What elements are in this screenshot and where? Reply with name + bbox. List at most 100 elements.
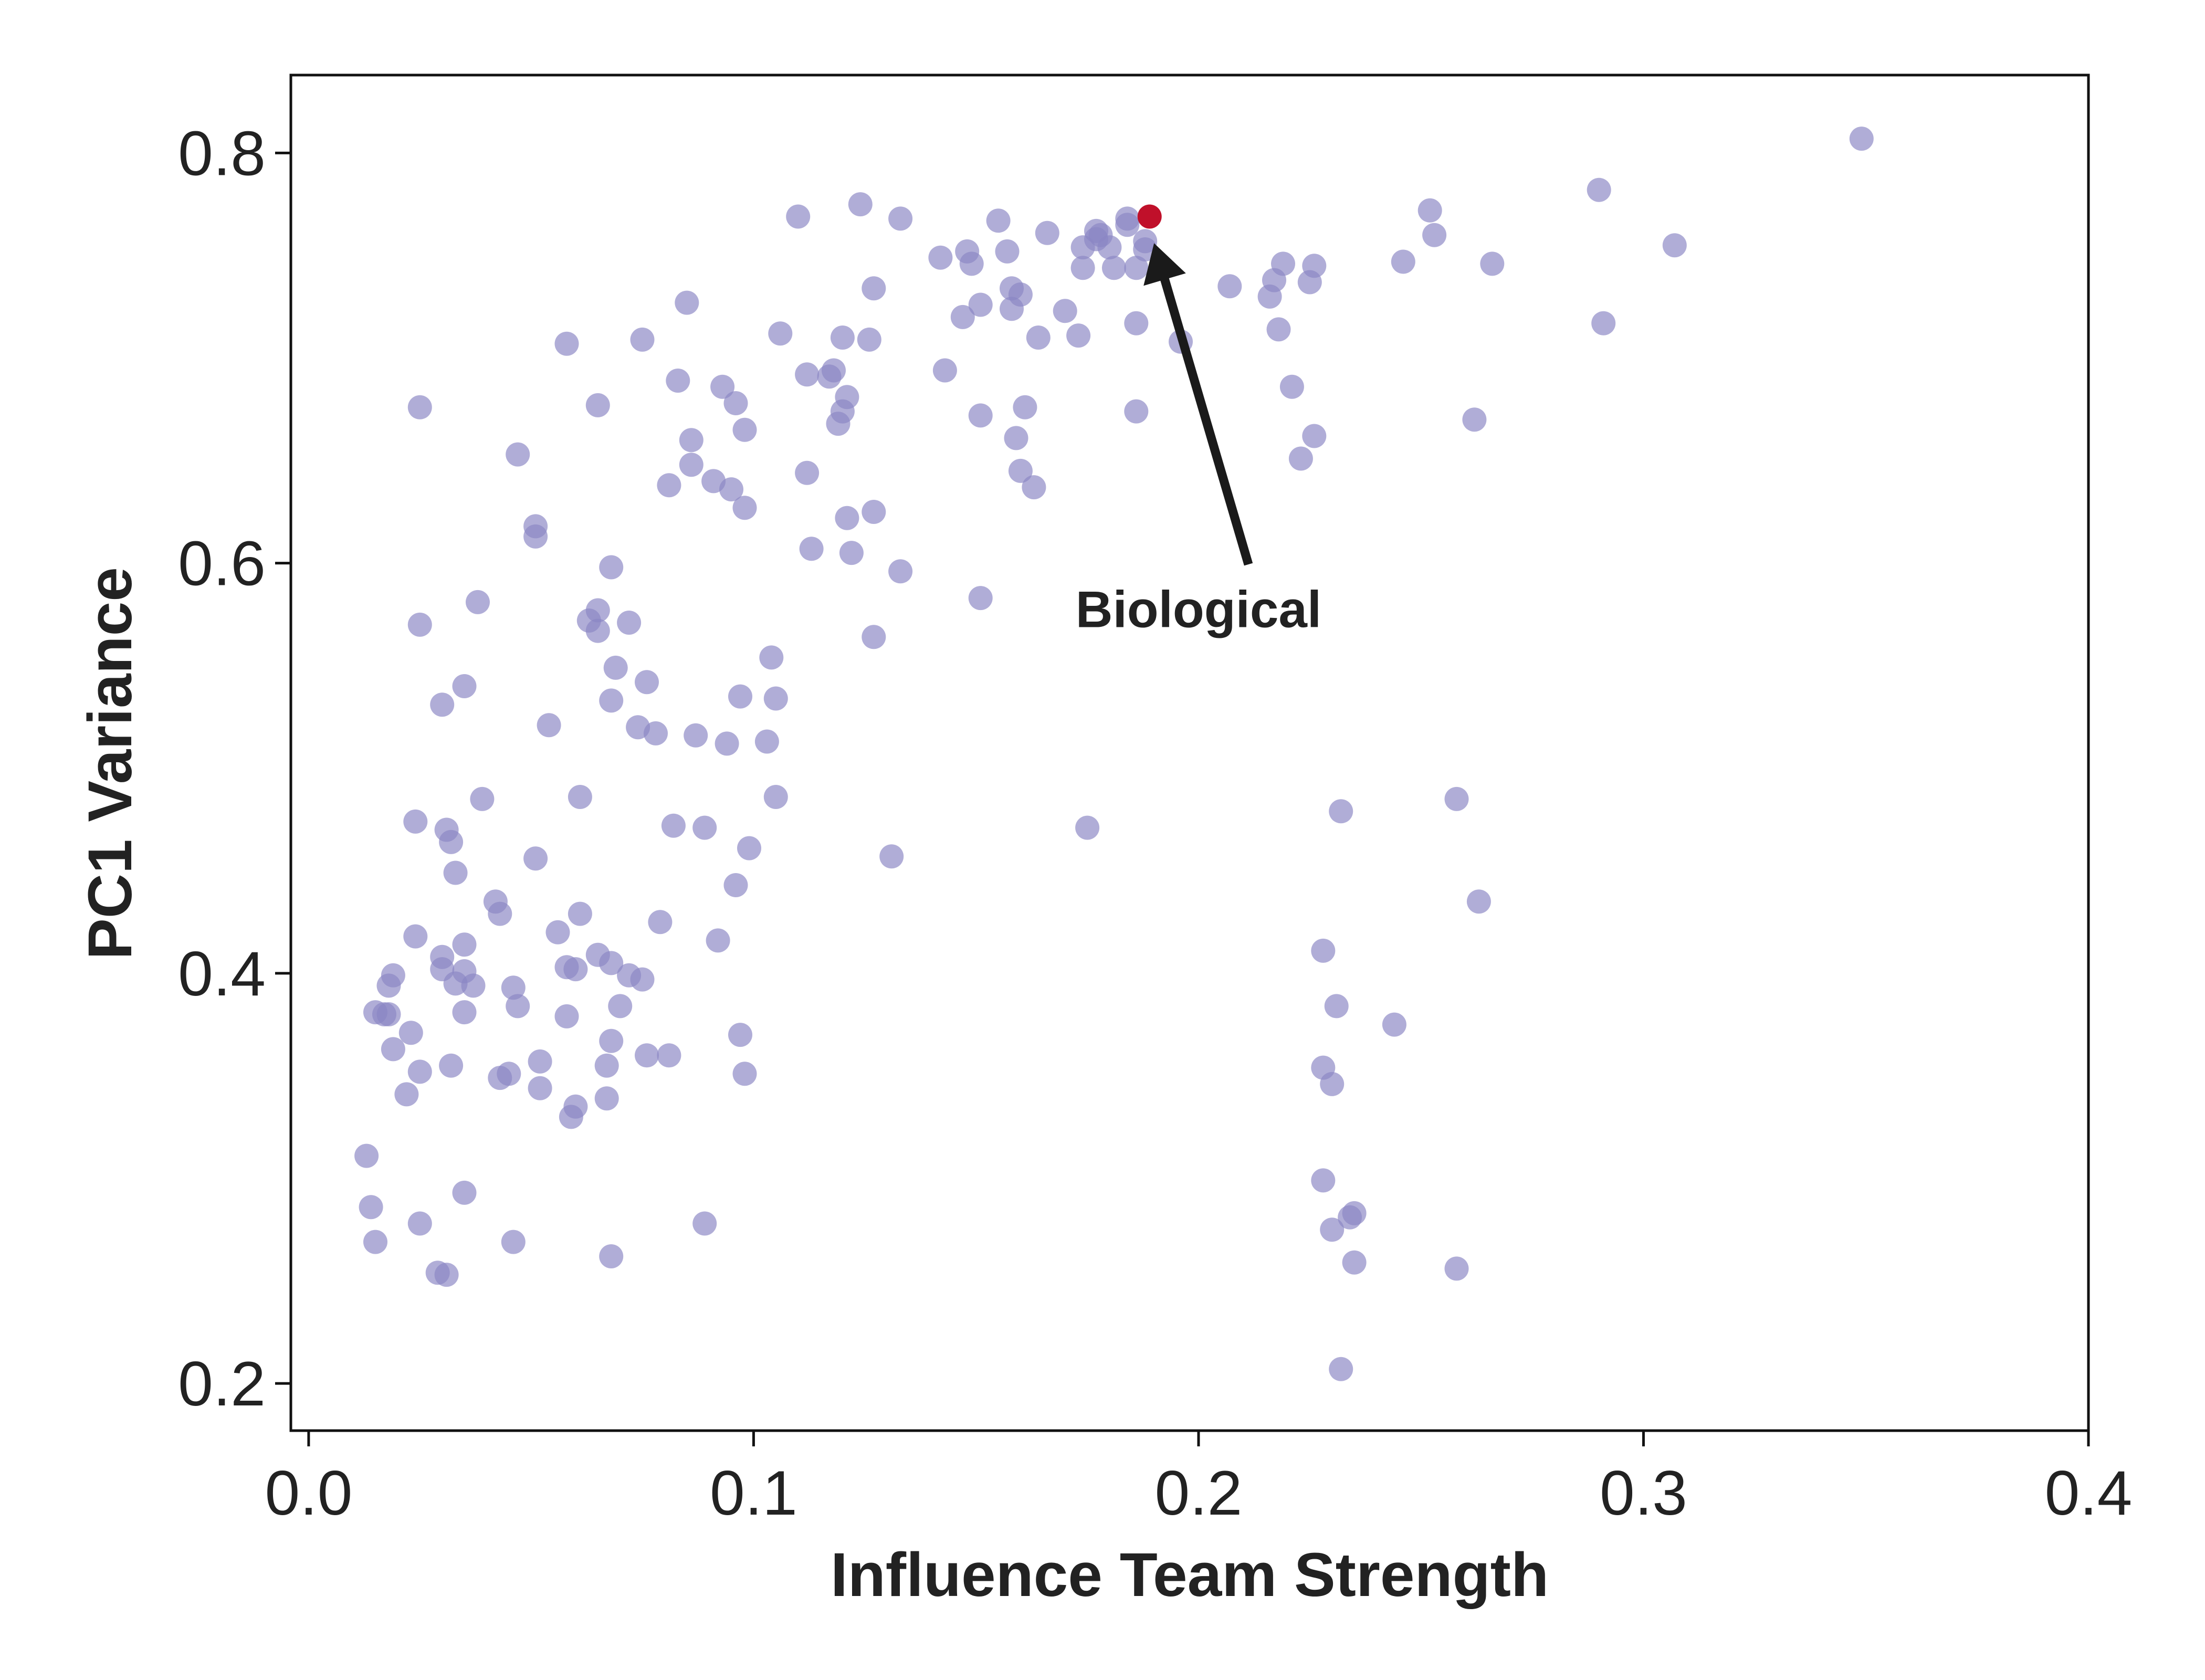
data-point [466,590,490,614]
data-point [1097,235,1122,260]
data-point [403,924,428,949]
data-point [354,1143,379,1168]
data-point [995,239,1020,264]
data-point [728,1023,752,1047]
data-point [959,251,984,276]
data-point [452,674,477,698]
data-point [430,692,455,717]
data-point [1101,256,1126,280]
data-point [888,206,913,231]
data-point [563,1094,588,1119]
data-point [795,460,820,485]
data-point [554,1004,579,1028]
data-point [754,729,779,754]
data-point [1302,254,1327,278]
data-point [657,1043,681,1068]
data-point [986,208,1011,233]
data-point [585,393,610,417]
data-point [648,910,673,934]
x-tick-label: 0.2 [1155,1458,1243,1528]
data-point [950,304,975,329]
data-point [506,442,530,467]
data-point [862,625,886,649]
x-axis: 0.0 0.1 0.2 0.3 0.4 [265,1431,2132,1528]
data-point [599,1244,624,1268]
data-point [599,951,624,975]
data-point [1324,994,1349,1018]
data-point [679,428,704,453]
data-point [1004,426,1028,450]
data-point [523,524,548,549]
data-point [710,374,735,399]
data-point [594,1086,619,1111]
data-point [585,598,610,623]
plot-frame [289,74,2090,1432]
data-point [968,292,993,317]
data-point [506,994,530,1018]
data-point [1026,326,1051,350]
data-point [599,688,624,713]
data-point [568,785,592,809]
data-point [786,204,811,229]
data-point [732,1062,757,1086]
annotation: Biological [1076,243,1321,638]
data-point [768,321,793,346]
data-point [528,1049,552,1074]
data-point [1279,374,1304,399]
data-point [430,944,455,969]
data-point [1422,223,1447,247]
data-point [617,611,642,635]
data-point [599,1028,624,1053]
y-tick-label: 0.6 [178,529,266,599]
data-point [1008,458,1033,483]
data-point [1342,1201,1367,1225]
data-point [968,403,993,428]
data-point [723,391,748,415]
data-point [563,957,588,982]
data-point [835,506,859,530]
data-point [692,815,717,840]
data-point [1013,395,1037,419]
data-point [635,1043,659,1068]
data-point [359,1195,383,1220]
data-point [928,245,953,270]
x-tick-label: 0.3 [1600,1458,1687,1528]
data-point [1075,815,1100,840]
data-point [1124,311,1149,335]
data-point [857,327,881,352]
data-point [1849,127,1874,151]
data-point [403,809,428,834]
data-points [354,127,1874,1381]
data-point [1124,399,1149,424]
x-axis-title: Influence Team Strength [831,1540,1549,1610]
data-point [470,786,495,811]
data-point [1053,299,1077,323]
x-tick-label: 0.0 [265,1458,352,1528]
data-point [608,994,633,1018]
data-point [732,496,757,520]
data-point [1035,220,1059,245]
data-point [1444,786,1469,811]
data-point [603,655,628,680]
data-point [888,559,913,584]
data-point [795,362,820,387]
data-point [1329,799,1353,824]
data-point [394,1082,419,1107]
y-axis: 0.2 0.4 0.6 0.8 [178,118,291,1419]
data-point [661,813,686,838]
data-point [706,928,730,953]
data-point [728,684,752,709]
data-point [848,192,873,217]
data-point [1662,233,1687,258]
data-point [452,932,477,957]
data-point [835,385,859,410]
data-point [439,1053,464,1078]
data-point [568,901,592,926]
data-point [657,473,681,498]
data-point [407,1211,432,1236]
data-point [1115,213,1140,237]
data-point [968,586,993,611]
data-point [1008,282,1033,307]
data-point [1342,1250,1367,1275]
